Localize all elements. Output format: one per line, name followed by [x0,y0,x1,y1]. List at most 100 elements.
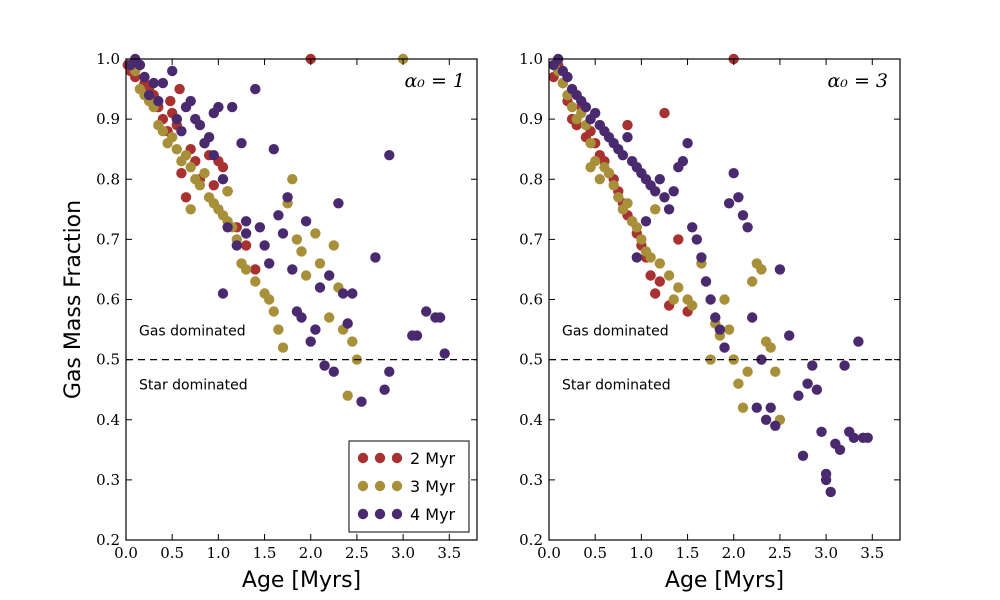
left-point-4-myr [384,150,395,161]
left-point-2-myr [217,162,229,173]
left-point-2-myr [240,240,252,251]
left-point-4-myr [319,360,330,371]
left-x-tick-label: 2.5 [345,544,369,562]
right-point-4-myr [663,204,675,215]
left-x-tick-label: 3.0 [391,544,415,562]
left-star-dominated-label: Star dominated [139,378,248,394]
right-x-tick-label: 2.5 [768,544,792,562]
legend-marker-4-myr [374,508,386,520]
right-x-tick-label: 0.0 [537,544,561,562]
left-point-4-myr [347,288,358,299]
legend-label-4-myr: 4 Myr [410,505,456,524]
right-point-4-myr [668,186,679,197]
left-point-4-myr [268,144,279,155]
right-point-3-myr [742,366,753,377]
right-x-ticks: 0.0 0.5 1.0 1.5 2.0 2.5 3.0 3.5 [537,59,884,562]
left-x-axis-title: Age [Myrs] [242,568,361,593]
right-point-4-myr [797,450,809,461]
right-axes-frame [548,58,901,541]
right-point-2-myr [654,276,665,287]
left-point-4-myr [217,288,229,299]
left-point-2-myr [208,180,219,191]
right-point-4-myr [825,486,836,498]
left-x-tick-label: 0.5 [160,544,184,562]
right-point-3-myr [687,300,698,311]
right-point-4-myr [760,414,772,425]
right-point-4-myr [807,360,818,371]
right-alpha-annotation: α₀ = 3 [827,70,888,92]
left-plot-area [122,53,450,407]
right-point-4-myr [691,234,702,245]
right-point-3-myr [636,234,647,245]
right-point-4-myr [617,150,629,161]
right-point-4-myr [802,378,813,389]
left-x-ticks: 0.0 0.5 1.0 1.5 2.0 2.5 3.0 3.5 [114,59,461,562]
left-y-axis-title: Gas Mass Fraction [61,200,86,399]
left-x-tick-label: 1.5 [253,544,277,562]
left-point-4-myr [273,210,284,221]
left-point-4-myr [337,288,349,299]
right-point-4-myr [834,444,846,455]
left-point-3-myr [291,234,303,245]
left-point-4-myr [227,101,238,113]
right-point-4-myr [714,324,726,335]
left-x-tick-label: 0.0 [114,544,138,562]
right-star-dominated-label: Star dominated [562,378,671,394]
legend-marker-2-myr [374,452,386,464]
right-point-3-myr [594,174,605,185]
legend-label-3-myr: 3 Myr [410,477,456,496]
right-point-3-myr [673,282,684,293]
left-point-3-myr [199,168,210,179]
left-point-4-myr [287,264,298,275]
left-point-4-myr [176,126,187,137]
left-point-3-myr [314,258,326,269]
left-point-3-myr [342,390,353,401]
left-axes-frame [125,58,478,541]
right-x-tick-label: 1.0 [629,544,653,562]
left-point-3-myr [268,306,279,317]
right-point-3-myr [566,101,578,113]
right-point-4-myr [839,360,850,371]
left-point-4-myr [203,132,215,143]
left-point-3-myr [310,228,321,239]
right-point-4-myr [784,330,795,341]
left-point-4-myr [254,222,266,233]
right-plot-area [548,53,873,498]
left-point-4-myr [324,270,335,281]
left-point-4-myr [310,324,321,335]
right-point-4-myr [742,222,753,233]
right-point-4-myr [622,132,633,143]
left-point-3-myr [185,162,196,173]
right-point-4-myr [705,294,716,305]
right-point-4-myr [654,174,665,185]
left-y-tick-label: 1.0 [96,50,120,68]
left-point-4-myr [240,216,252,227]
left-y-tick-label: 0.7 [96,230,120,248]
right-point-4-myr [696,252,707,263]
right-point-4-myr [737,210,749,221]
right-point-4-myr [580,101,592,113]
right-point-3-myr [756,264,767,275]
left-point-4-myr [384,366,395,377]
right-point-2-myr [645,270,656,281]
legend-marker-2-myr [357,452,369,464]
left-y-tick-label: 0.6 [96,291,120,309]
left-point-4-myr [421,306,432,317]
right-x-tick-label: 3.0 [814,544,838,562]
right-y-tick-label: 0.8 [519,170,543,188]
left-point-3-myr [324,312,335,323]
left-point-3-myr [347,336,358,347]
right-point-3-myr [613,192,624,203]
right-point-3-myr [663,270,675,281]
right-gas-dominated-label: Gas dominated [562,324,669,340]
left-point-2-myr [176,168,187,179]
left-point-3-myr [250,276,261,287]
left-point-4-myr [277,228,289,239]
right-point-4-myr [728,168,739,179]
left-y-tick-label: 0.4 [96,411,120,429]
right-x-tick-label: 3.5 [860,544,884,562]
left-point-4-myr [208,107,219,119]
right-point-4-myr [770,420,781,431]
left-x-tick-label: 1.0 [206,544,230,562]
left-point-4-myr [240,228,252,239]
